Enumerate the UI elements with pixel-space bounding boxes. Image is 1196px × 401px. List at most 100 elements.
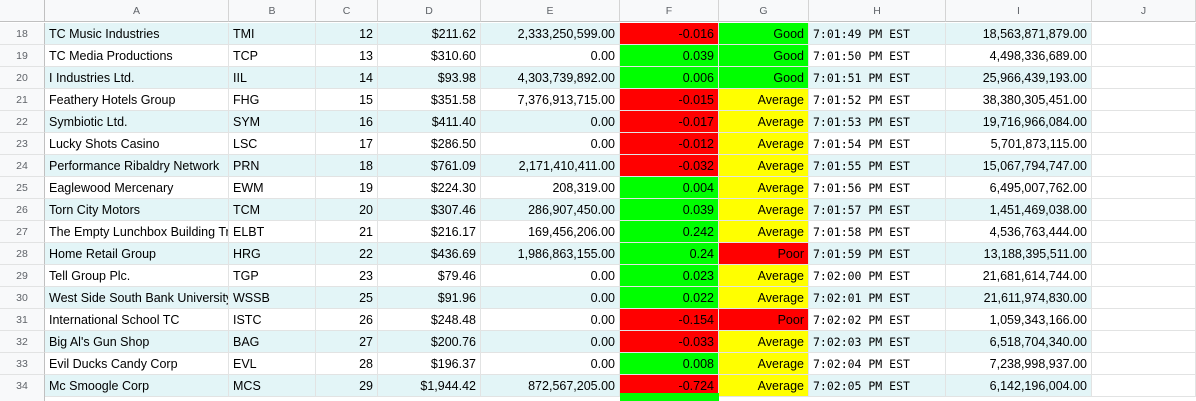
cell-i[interactable]: 1,059,343,166.00: [946, 309, 1092, 331]
cell-d[interactable]: $200.76: [378, 331, 481, 353]
cell-f[interactable]: 0.004: [620, 177, 719, 199]
cell-b[interactable]: BAG: [229, 331, 316, 353]
cell-a[interactable]: TC Media Productions: [45, 45, 229, 67]
cell-e[interactable]: 208,319.00: [481, 177, 620, 199]
cell-h[interactable]: 7:01:59 PM EST: [809, 243, 946, 265]
cell-a[interactable]: Mc Smoogle Corp: [45, 375, 229, 397]
cell-j[interactable]: [1092, 89, 1196, 111]
cell-e[interactable]: 2,333,250,599.00: [481, 23, 620, 45]
cell-a[interactable]: Big Al's Gun Shop: [45, 331, 229, 353]
cell-b[interactable]: LSC: [229, 133, 316, 155]
cell-i[interactable]: 21,611,974,830.00: [946, 287, 1092, 309]
cell-e[interactable]: 0.00: [481, 133, 620, 155]
cell-d[interactable]: $411.40: [378, 111, 481, 133]
cell-d[interactable]: $761.09: [378, 155, 481, 177]
cell-a[interactable]: Evil Ducks Candy Corp: [45, 353, 229, 375]
cell-f[interactable]: [620, 393, 719, 401]
row-number[interactable]: 28: [0, 243, 45, 265]
cell-b[interactable]: SYM: [229, 111, 316, 133]
cell-a[interactable]: Eaglewood Mercenary: [45, 177, 229, 199]
cell-g[interactable]: Average: [719, 155, 809, 177]
cell-d[interactable]: $79.46: [378, 265, 481, 287]
cell-g[interactable]: Average: [719, 265, 809, 287]
cell-c[interactable]: 29: [316, 375, 378, 397]
cell-j[interactable]: [1092, 287, 1196, 309]
cell-j[interactable]: [1092, 177, 1196, 199]
cell-g[interactable]: Poor: [719, 243, 809, 265]
column-header-g[interactable]: G: [719, 0, 809, 22]
cell-h[interactable]: 7:01:53 PM EST: [809, 111, 946, 133]
cell-d[interactable]: $286.50: [378, 133, 481, 155]
cell-a[interactable]: West Side South Bank University: [45, 287, 229, 309]
cell-c[interactable]: 22: [316, 243, 378, 265]
cell-g[interactable]: Average: [719, 375, 809, 397]
row-number[interactable]: 20: [0, 67, 45, 89]
cell-d[interactable]: $307.46: [378, 199, 481, 221]
cell-f[interactable]: -0.016: [620, 23, 719, 45]
cell-j[interactable]: [1092, 353, 1196, 375]
cell-i[interactable]: 25,966,439,193.00: [946, 67, 1092, 89]
cell-f[interactable]: -0.012: [620, 133, 719, 155]
cell-d[interactable]: $351.58: [378, 89, 481, 111]
row-number[interactable]: 26: [0, 199, 45, 221]
column-header-j[interactable]: J: [1092, 0, 1196, 22]
cell-i[interactable]: 18,563,871,879.00: [946, 23, 1092, 45]
cell-h[interactable]: 7:01:49 PM EST: [809, 23, 946, 45]
row-number[interactable]: 18: [0, 23, 45, 45]
cell-d[interactable]: $310.60: [378, 45, 481, 67]
cell-i[interactable]: 13,188,395,511.00: [946, 243, 1092, 265]
cell-a[interactable]: TC Music Industries: [45, 23, 229, 45]
row-number[interactable]: 21: [0, 89, 45, 111]
cell-e[interactable]: 0.00: [481, 287, 620, 309]
cell-j[interactable]: [1092, 221, 1196, 243]
cell-a[interactable]: Feathery Hotels Group: [45, 89, 229, 111]
cell-f[interactable]: -0.033: [620, 331, 719, 353]
cell-e[interactable]: 0.00: [481, 353, 620, 375]
cell-e[interactable]: 0.00: [481, 45, 620, 67]
cell-a[interactable]: The Empty Lunchbox Building Tr: [45, 221, 229, 243]
cell-a[interactable]: Tell Group Plc.: [45, 265, 229, 287]
cell-d[interactable]: $211.62: [378, 23, 481, 45]
cell-h[interactable]: 7:01:50 PM EST: [809, 45, 946, 67]
cell-g[interactable]: Average: [719, 287, 809, 309]
cell-f[interactable]: -0.032: [620, 155, 719, 177]
cell-g[interactable]: Good: [719, 67, 809, 89]
cell-f[interactable]: 0.022: [620, 287, 719, 309]
cell-g[interactable]: Poor: [719, 309, 809, 331]
cell-e[interactable]: 7,376,913,715.00: [481, 89, 620, 111]
cell-e[interactable]: 2,171,410,411.00: [481, 155, 620, 177]
cell-d[interactable]: $1,944.42: [378, 375, 481, 397]
cell-c[interactable]: 17: [316, 133, 378, 155]
cell-f[interactable]: 0.242: [620, 221, 719, 243]
cell-h[interactable]: 7:02:03 PM EST: [809, 331, 946, 353]
cell-c[interactable]: 13: [316, 45, 378, 67]
cell-f[interactable]: 0.023: [620, 265, 719, 287]
cell-f[interactable]: -0.015: [620, 89, 719, 111]
cell-i[interactable]: 6,518,704,340.00: [946, 331, 1092, 353]
row-number[interactable]: 19: [0, 45, 45, 67]
cell-c[interactable]: 18: [316, 155, 378, 177]
cell-d[interactable]: $91.96: [378, 287, 481, 309]
row-number[interactable]: 31: [0, 309, 45, 331]
column-header-c[interactable]: C: [316, 0, 378, 22]
cell-a[interactable]: Home Retail Group: [45, 243, 229, 265]
cell-g[interactable]: Average: [719, 177, 809, 199]
column-header-b[interactable]: B: [229, 0, 316, 22]
cell-d[interactable]: $196.37: [378, 353, 481, 375]
cell-c[interactable]: 16: [316, 111, 378, 133]
column-header-e[interactable]: E: [481, 0, 620, 22]
cell-g[interactable]: Good: [719, 45, 809, 67]
cell-c[interactable]: 12: [316, 23, 378, 45]
cell-a[interactable]: Lucky Shots Casino: [45, 133, 229, 155]
column-header-i[interactable]: I: [946, 0, 1092, 22]
cell-i[interactable]: 7,238,998,937.00: [946, 353, 1092, 375]
cell-b[interactable]: TMI: [229, 23, 316, 45]
cell-b[interactable]: ELBT: [229, 221, 316, 243]
cell-b[interactable]: EVL: [229, 353, 316, 375]
row-number[interactable]: 24: [0, 155, 45, 177]
cell-b[interactable]: FHG: [229, 89, 316, 111]
row-number[interactable]: 33: [0, 353, 45, 375]
cell-e[interactable]: 0.00: [481, 331, 620, 353]
cell-b[interactable]: TGP: [229, 265, 316, 287]
cell-c[interactable]: 27: [316, 331, 378, 353]
